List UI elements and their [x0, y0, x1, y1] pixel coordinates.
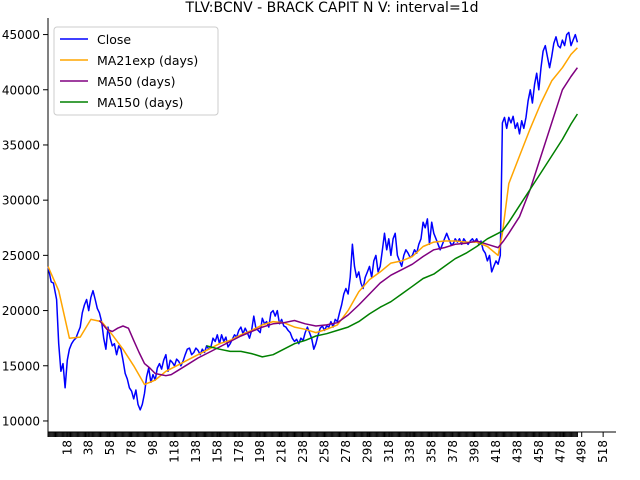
legend-label-ma21exp: MA21exp (days) [97, 53, 198, 68]
x-tick-label: 418 [489, 440, 503, 463]
x-tick-label: 198 [253, 440, 267, 463]
legend-label-close: Close [97, 32, 131, 47]
y-tick-label: 45000 [2, 28, 40, 42]
x-tick-label: 318 [382, 440, 396, 463]
y-tick-label: 10000 [2, 414, 40, 428]
x-tick-label: 358 [425, 440, 439, 463]
series-line-ma50-days [98, 67, 579, 377]
x-tick-label: 518 [596, 440, 610, 463]
legend-label-ma50: MA50 (days) [97, 74, 175, 89]
x-tick-label: 38 [82, 440, 96, 455]
x-tick-label: 118 [167, 440, 181, 463]
legend-label-ma150: MA150 (days) [97, 95, 183, 110]
y-tick-label: 15000 [2, 359, 40, 373]
x-tick-label: 138 [189, 440, 203, 463]
x-tick-label: 438 [510, 440, 524, 463]
legend-box [53, 26, 219, 116]
x-tick-label: 18 [60, 440, 74, 455]
series-line-ma150-days [206, 113, 579, 358]
x-tick-label: 298 [360, 440, 374, 463]
y-tick-label: 20000 [2, 304, 40, 318]
x-tick-label: 238 [296, 440, 310, 463]
x-axis: 18 38 58 78 98 118 138 158 178 198 218 238 258 278 298… [47, 432, 610, 463]
x-tick-label: 258 [317, 440, 331, 463]
x-tick-label: 478 [553, 440, 567, 463]
y-axis: 10000 15000 20000 25000 30000 35000 40000 45000 [2, 28, 48, 428]
x-tick-label: 458 [532, 440, 546, 463]
x-tick-label: 178 [232, 440, 246, 463]
legend: Close MA21exp (days) MA50 (days) MA150 (… [53, 26, 219, 116]
x-tick-label: 158 [210, 440, 224, 463]
x-tick-label: 58 [103, 440, 117, 455]
y-tick-label: 40000 [2, 83, 40, 97]
y-tick-label: 35000 [2, 138, 40, 152]
x-tick-label: 398 [468, 440, 482, 463]
x-tick-label: 498 [575, 440, 589, 463]
x-tick-label: 218 [275, 440, 289, 463]
chart-title: TLV:BCNV - BRACK CAPIT N V: interval=1d [185, 0, 479, 16]
x-tick-label: 98 [146, 440, 160, 455]
y-tick-label: 30000 [2, 194, 40, 208]
series-line-close [47, 31, 579, 411]
x-tick-label: 78 [125, 440, 139, 455]
x-tick-label: 338 [403, 440, 417, 463]
y-tick-label: 25000 [2, 249, 40, 263]
x-tick-label: 378 [446, 440, 460, 463]
series-layer [47, 31, 579, 411]
x-tick-label: 278 [339, 440, 353, 463]
